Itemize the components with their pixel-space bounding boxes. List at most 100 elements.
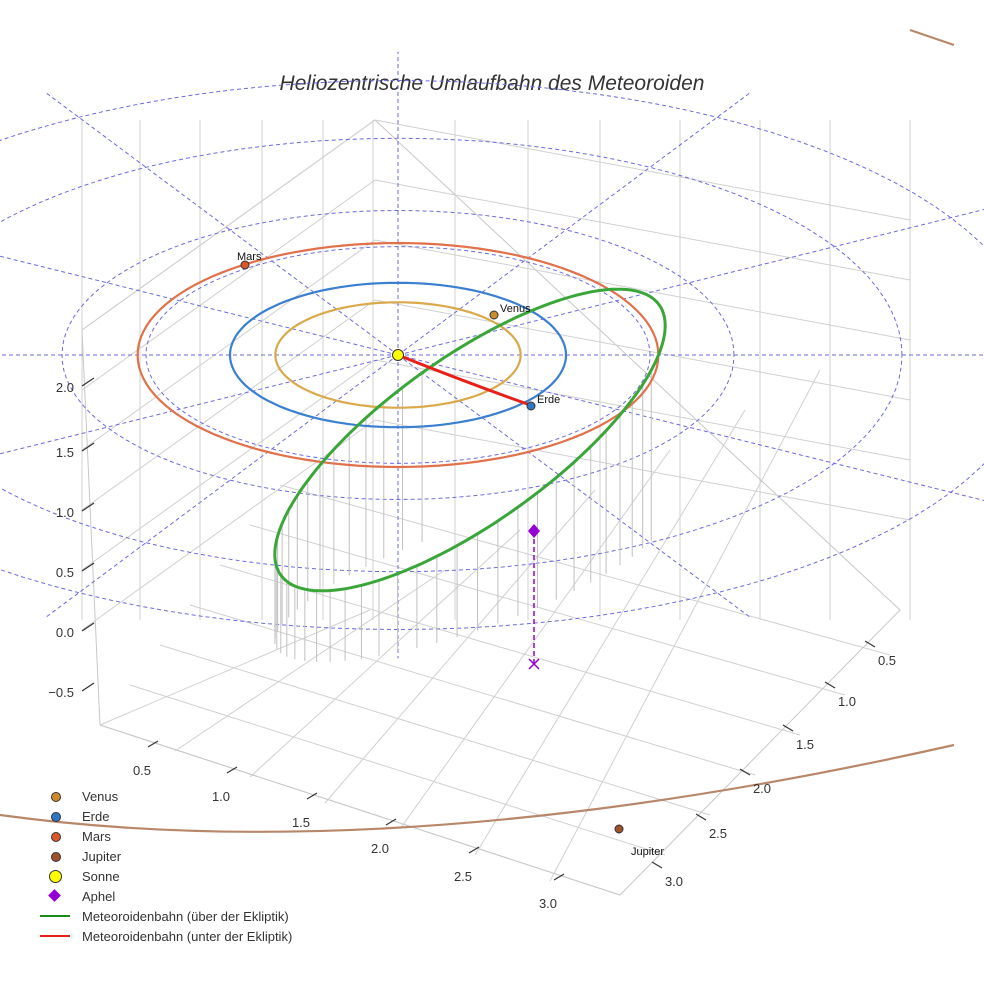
legend-symbol	[40, 786, 70, 806]
reference-ray	[0, 255, 399, 356]
grid-line	[81, 179, 376, 391]
z-tick-mark	[81, 682, 95, 692]
grid-line	[81, 119, 376, 331]
z-tick-label: 1.5	[56, 445, 74, 460]
y-tick-mark	[695, 813, 707, 821]
legend-symbol	[40, 846, 70, 866]
legend-label: Meteoroidenbahn (unter der Ekliptik)	[82, 928, 293, 944]
grid-line	[81, 239, 376, 451]
legend-symbol	[40, 886, 70, 906]
reference-circle	[0, 79, 984, 631]
grid-line	[81, 359, 376, 571]
legend-label: Mars	[82, 828, 111, 844]
legend-item: Aphel	[40, 886, 292, 906]
grid-line	[474, 409, 746, 856]
grid-line	[174, 569, 446, 752]
legend-item: Sonne	[40, 866, 292, 886]
grid-line	[99, 609, 371, 726]
z-tick-mark	[81, 502, 95, 512]
label-venus: Venus	[500, 303, 531, 315]
grid-line	[81, 419, 376, 631]
legend-item: Erde	[40, 806, 292, 826]
aphel-ground-mark	[528, 658, 540, 670]
grid-line	[249, 529, 521, 778]
marker-mars	[240, 260, 250, 270]
marker-jupiter	[614, 824, 624, 834]
legend-label: Jupiter	[82, 848, 122, 864]
x-tick-mark	[147, 740, 159, 748]
legend-label: Aphel	[82, 888, 116, 904]
z-tick-mark	[81, 562, 95, 572]
markers: Venus Erde Mars Jupiter	[237, 251, 664, 858]
orbit-erde	[228, 281, 568, 429]
orbit-jupiter	[0, 743, 955, 833]
grid-box-edge	[81, 119, 901, 896]
reference-ray	[0, 354, 399, 455]
grid-line	[374, 299, 911, 401]
y-tick-label: 2.0	[753, 781, 771, 796]
legend-item: Mars	[40, 826, 292, 846]
z-tick-mark	[81, 622, 95, 632]
label-mars: Mars	[237, 251, 262, 263]
label-jupiter: Jupiter	[631, 846, 664, 858]
x-tick-label: 1.0	[212, 789, 230, 804]
x-tick-label: 2.5	[454, 869, 472, 884]
legend-label: Meteoroidenbahn (über der Ekliptik)	[82, 908, 289, 924]
grid-line	[374, 179, 911, 281]
y-tick-label: 2.5	[709, 826, 727, 841]
orbit-venus	[274, 301, 522, 409]
meteoroid-orbit	[273, 287, 667, 593]
y-tick-label: 0.5	[878, 653, 896, 668]
axis-ticks: −0.5 0.0 0.5 1.0 1.5 2.0 0.5 1.0 1.5 2.0 2.5 3.0 0.5…	[48, 377, 896, 911]
ecliptic-reference-grid	[0, 51, 984, 659]
label-erde: Erde	[537, 394, 560, 406]
x-tick-mark	[385, 818, 397, 826]
grid-line	[374, 239, 911, 341]
z-tick-mark	[81, 377, 95, 387]
legend-label: Sonne	[82, 868, 120, 884]
legend-item: Jupiter	[40, 846, 292, 866]
legend-symbol	[40, 806, 70, 826]
x-tick-mark	[226, 766, 238, 774]
z-tick-label: −0.5	[48, 685, 74, 700]
reference-ray	[397, 91, 752, 356]
orbit-jupiter-arc	[909, 28, 955, 47]
y-tick-label: 1.0	[838, 694, 856, 709]
legend-label: Erde	[82, 808, 110, 824]
z-tick-label: 0.5	[56, 565, 74, 580]
meteoroid-orbit-above	[273, 287, 667, 593]
grid-line	[249, 524, 846, 696]
z-tick-label: 2.0	[56, 380, 74, 395]
legend-symbol	[40, 906, 70, 926]
marker-aphel	[528, 524, 540, 538]
grid-line	[324, 489, 596, 804]
orbit-mars	[136, 241, 660, 469]
marker-erde	[526, 401, 536, 411]
reference-ray	[44, 91, 399, 356]
legend-item: Meteoroidenbahn (über der Ekliptik)	[40, 906, 292, 926]
z-tick-mark	[81, 442, 95, 452]
grid-line	[189, 604, 756, 776]
legend-symbol	[40, 926, 70, 946]
grid-line	[159, 644, 711, 816]
y-tick-mark	[824, 681, 836, 689]
axis-grid	[81, 119, 911, 896]
x-tick-label: 2.0	[371, 841, 389, 856]
legend-label: Venus	[82, 788, 119, 804]
reference-ray	[44, 354, 399, 619]
x-tick-label: 3.0	[539, 896, 557, 911]
y-tick-mark	[864, 640, 876, 648]
y-tick-mark	[651, 861, 663, 869]
legend-item: Venus	[40, 786, 292, 806]
legend-symbol	[40, 866, 70, 886]
y-tick-mark	[782, 724, 794, 732]
marker-sonne	[392, 349, 404, 361]
projection-lines	[274, 370, 652, 662]
x-tick-mark	[553, 873, 565, 881]
x-tick-mark	[468, 846, 480, 854]
grid-line	[81, 299, 376, 511]
y-tick-label: 1.5	[796, 737, 814, 752]
x-tick-label: 1.5	[292, 815, 310, 830]
z-tick-label: 1.0	[56, 505, 74, 520]
